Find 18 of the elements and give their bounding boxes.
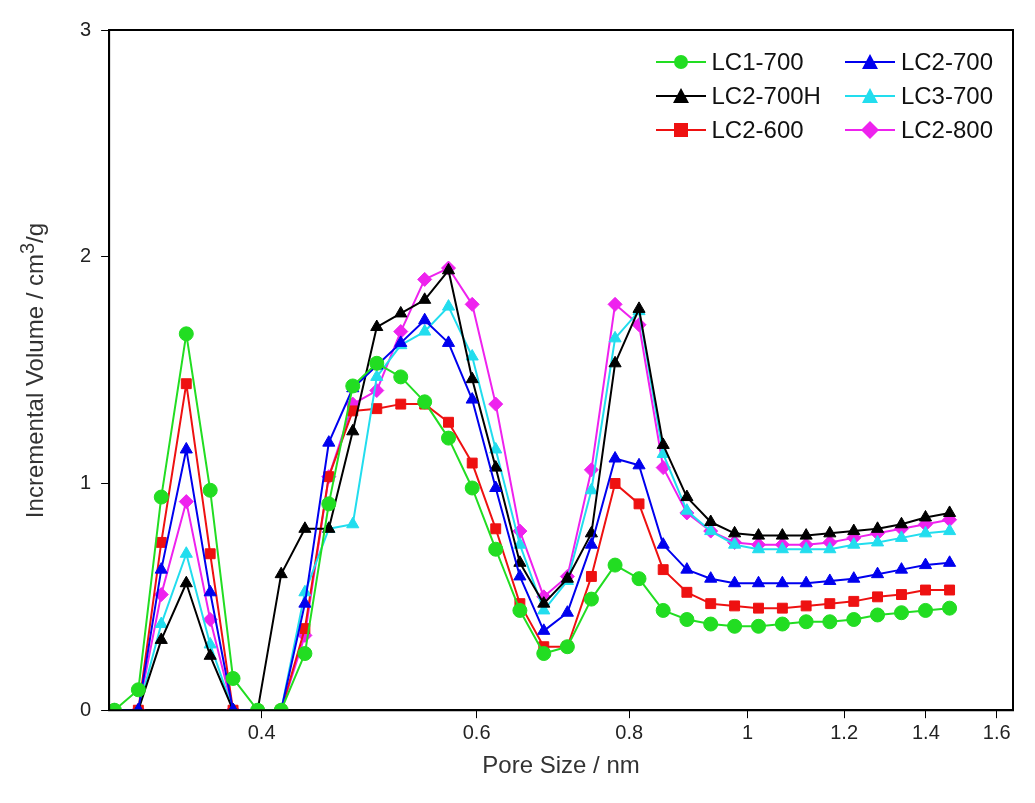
x-tick-label: 1.2	[830, 720, 859, 743]
legend-label: LC1-700	[711, 48, 804, 76]
legend-label: LC3-700	[900, 82, 993, 110]
x-tick-label: 1.6	[982, 720, 1011, 743]
legend-label: LC2-700H	[711, 82, 821, 110]
y-tick-label: 1	[80, 470, 92, 493]
legend-label: LC2-600	[711, 116, 804, 144]
x-tick-label: 0.8	[615, 720, 644, 743]
x-tick-label: 1.4	[911, 720, 940, 743]
legend-label: LC2-700	[900, 48, 993, 76]
x-tick-label: 1	[741, 720, 754, 743]
x-axis-title: Pore Size / nm	[482, 751, 640, 779]
y-tick-label: 3	[80, 17, 92, 40]
x-tick-label: 0.6	[462, 720, 491, 743]
x-tick-label: 0.4	[247, 720, 276, 743]
y-tick-label: 0	[80, 697, 92, 720]
y-tick-label: 2	[80, 244, 92, 267]
legend-label: LC2-800	[900, 116, 993, 144]
